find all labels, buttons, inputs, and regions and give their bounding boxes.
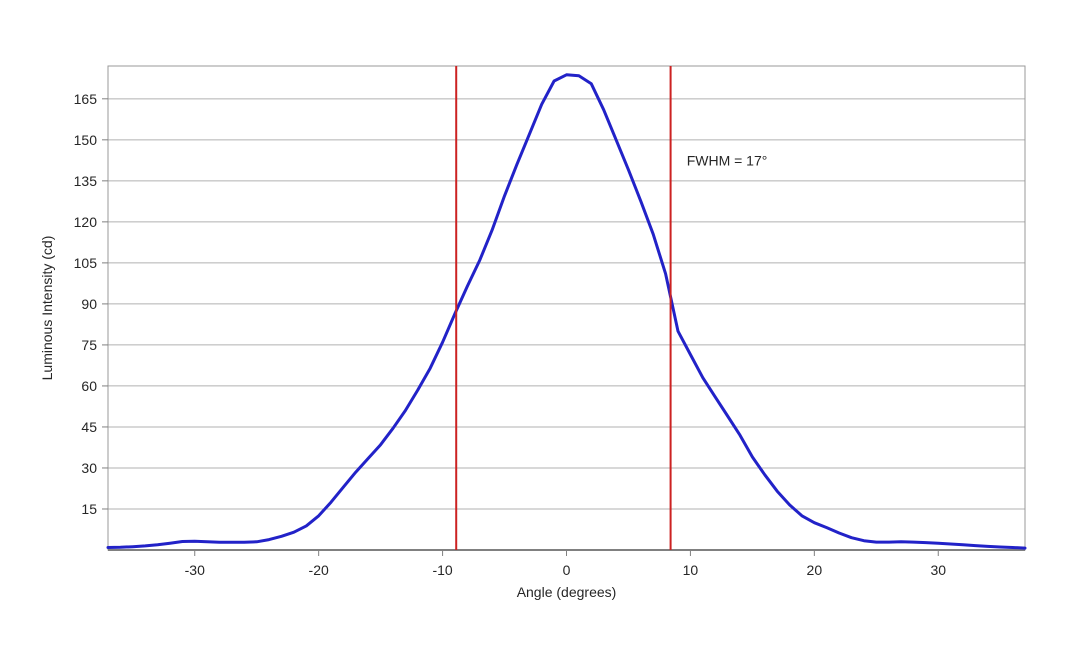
x-tick-label: 0	[563, 562, 571, 578]
y-tick-label: 165	[74, 91, 98, 107]
y-tick-label: 105	[74, 255, 98, 271]
x-tick-label: -30	[185, 562, 205, 578]
y-tick-label: 45	[81, 419, 97, 435]
x-tick-label: 30	[930, 562, 946, 578]
x-tick-label: -20	[309, 562, 329, 578]
gridlines-layer	[108, 98, 1025, 510]
y-tick-label: 90	[81, 296, 97, 312]
x-tick-label: 20	[807, 562, 823, 578]
tick-labels-layer: 15 30 45 60 75 90 105 120 135 150 165 -30 -20 -10 0 10 2…	[74, 91, 947, 578]
intensity-curve	[106, 73, 1027, 550]
fwhm-annotation: FWHM = 17°	[687, 152, 768, 168]
x-axis-title: Angle (degrees)	[517, 584, 617, 600]
y-tick-label: 15	[81, 501, 97, 517]
y-tick-label: 75	[81, 337, 97, 353]
y-tick-label: 150	[74, 132, 98, 148]
y-tick-label: 135	[74, 173, 98, 189]
y-axis-title: Luminous Intensity (cd)	[39, 236, 55, 381]
x-tick-label: 10	[683, 562, 699, 578]
plot-border-layer	[107, 65, 1026, 551]
x-tick-label: -10	[432, 562, 452, 578]
y-tick-label: 60	[81, 378, 97, 394]
tick-marks-layer	[102, 98, 939, 556]
plot-border	[107, 65, 1026, 551]
y-tick-label: 30	[81, 460, 97, 476]
y-tick-label: 120	[74, 214, 98, 230]
